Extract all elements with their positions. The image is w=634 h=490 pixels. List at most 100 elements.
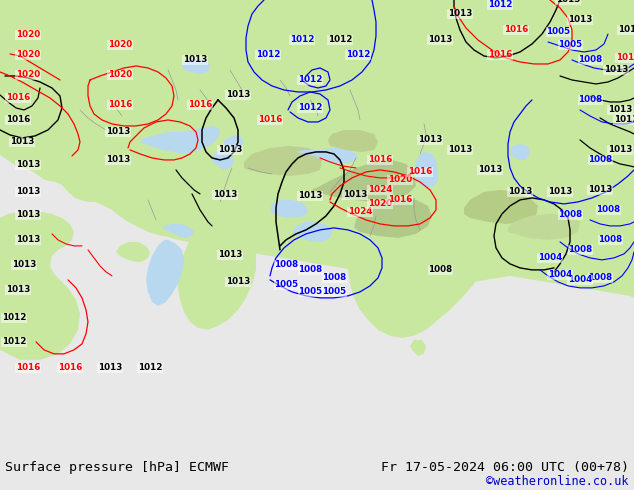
Text: 1016: 1016 [16,364,40,372]
Text: 1013: 1013 [343,191,367,199]
Text: ©weatheronline.co.uk: ©weatheronline.co.uk [486,475,629,488]
Text: 1016: 1016 [488,50,512,59]
Polygon shape [210,166,290,214]
Text: 1008: 1008 [322,273,346,282]
Text: 1013: 1013 [226,91,250,99]
Polygon shape [510,144,530,160]
Text: 1013: 1013 [16,210,40,220]
Text: 1013: 1013 [183,55,207,65]
Text: 1016: 1016 [6,116,30,124]
Text: 1013: 1013 [556,0,580,4]
Text: 1012: 1012 [138,364,162,372]
Text: 1013: 1013 [608,146,632,154]
Text: 1013: 1013 [10,137,34,147]
Text: 1016: 1016 [616,53,634,63]
Polygon shape [116,242,150,262]
Text: 1013: 1013 [213,191,237,199]
Text: 1013: 1013 [608,105,632,115]
Polygon shape [508,214,580,240]
Text: 1013: 1013 [16,235,40,245]
Polygon shape [0,170,80,360]
Text: 1013: 1013 [106,127,130,136]
Text: 1020: 1020 [16,30,40,40]
Polygon shape [296,148,358,164]
Text: 1013: 1013 [218,146,242,154]
Text: 1008: 1008 [598,235,622,245]
Text: 1016: 1016 [58,364,82,372]
Text: 1013: 1013 [568,16,592,24]
Text: 1012: 1012 [2,337,26,346]
Text: 1013: 1013 [98,364,122,372]
Polygon shape [0,0,634,298]
Polygon shape [182,58,210,74]
Text: 1008: 1008 [558,210,582,220]
Polygon shape [178,208,256,330]
Text: 1016: 1016 [6,94,30,102]
Text: 1013: 1013 [218,250,242,259]
Text: 1005: 1005 [274,280,298,290]
Text: 1020: 1020 [388,175,412,184]
Text: 1005: 1005 [558,41,582,49]
Text: 1005: 1005 [322,287,346,296]
Text: 1016: 1016 [504,25,528,34]
Polygon shape [270,200,308,218]
Text: 1012: 1012 [298,75,322,84]
Polygon shape [354,198,432,238]
Text: 1013: 1013 [604,66,628,74]
Text: 1008: 1008 [588,273,612,282]
Text: 1020: 1020 [16,50,40,59]
Text: 1012: 1012 [256,50,280,59]
Text: 1013: 1013 [428,35,452,45]
Text: 1013: 1013 [226,277,250,286]
Polygon shape [212,150,234,170]
Text: Fr 17-05-2024 06:00 UTC (00+78): Fr 17-05-2024 06:00 UTC (00+78) [381,461,629,474]
Text: 1012: 1012 [2,314,26,322]
Text: 1016: 1016 [258,116,282,124]
Text: 1012: 1012 [290,35,314,45]
Text: 1004: 1004 [548,270,572,279]
Polygon shape [348,186,492,338]
Text: 1016: 1016 [388,196,412,204]
Text: 1013: 1013 [508,187,532,196]
Text: 1024: 1024 [368,185,392,195]
Text: Surface pressure [hPa] ECMWF: Surface pressure [hPa] ECMWF [5,461,229,474]
Text: 1013: 1013 [418,135,442,145]
Text: 1013: 1013 [298,192,322,200]
Polygon shape [326,192,388,240]
Text: 1016: 1016 [408,168,432,176]
Text: 1008: 1008 [274,260,298,270]
Polygon shape [464,190,538,224]
Text: 1012: 1012 [346,50,370,59]
Polygon shape [292,222,332,242]
Text: 1020: 1020 [368,199,392,208]
Text: 1008: 1008 [588,155,612,165]
Text: 1020: 1020 [108,71,132,79]
Polygon shape [162,224,194,238]
Text: 1013: 1013 [478,166,502,174]
Text: 1013: 1013 [106,155,130,165]
Text: 1020: 1020 [108,41,132,49]
Polygon shape [414,152,438,188]
Text: 1008: 1008 [596,205,620,215]
Text: 1012: 1012 [298,103,322,113]
Text: 1005: 1005 [298,287,322,296]
Text: 1013: 1013 [588,185,612,195]
Text: 1012: 1012 [328,35,353,45]
Text: 1013: 1013 [16,187,40,196]
Text: 1013: 1013 [12,260,36,270]
Text: 1012: 1012 [488,0,512,9]
Text: 1008: 1008 [428,266,452,274]
Text: 1004: 1004 [568,275,592,284]
Text: 1004: 1004 [538,253,562,263]
Text: 1013: 1013 [618,25,634,34]
Text: 1013: 1013 [614,116,634,124]
Text: 1013: 1013 [448,9,472,19]
Polygon shape [310,160,416,202]
Text: 1016: 1016 [368,155,392,165]
Polygon shape [224,136,244,152]
Polygon shape [244,146,322,176]
Polygon shape [140,126,220,154]
Polygon shape [410,340,426,356]
Text: 1024: 1024 [348,207,372,217]
Text: 1013: 1013 [16,160,40,170]
